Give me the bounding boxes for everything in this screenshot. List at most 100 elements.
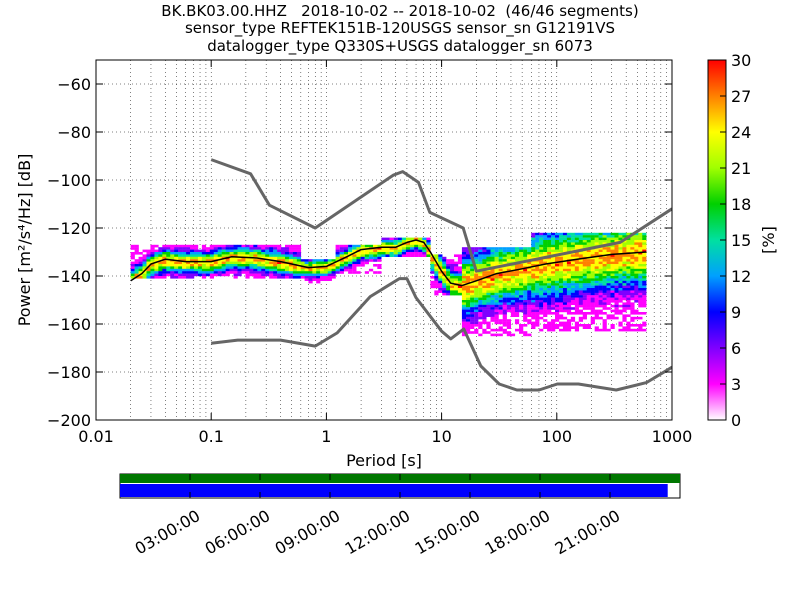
colorbar-tick-label: 27 [731,87,751,106]
density-cell [590,235,595,238]
density-cell [360,254,365,257]
density-cell [566,237,572,241]
density-cell [190,271,195,274]
noise-model-lines [130,158,672,392]
density-cell [598,297,603,301]
density-cell [389,240,394,243]
density-cell [414,252,419,255]
density-cell [146,252,151,255]
density-cell [197,261,203,265]
density-cell [558,232,564,236]
density-cell [555,312,560,315]
density-cell [622,288,627,291]
density-cell [586,268,591,272]
density-cell [249,266,254,269]
density-cell [555,302,560,305]
density-cell [373,244,378,248]
density-cell [638,273,643,277]
density-cell [174,261,179,265]
density-cell [543,297,548,301]
density-cell [630,244,635,248]
density-cell [570,290,576,293]
density-cell [233,249,238,253]
density-cell [308,261,313,265]
density-cell [535,324,540,327]
density-cell [466,268,471,272]
density-cell [630,266,635,269]
density-cell [253,271,258,274]
density-cell [562,295,568,298]
density-cell [229,264,234,267]
density-cell [320,271,325,274]
density-cell [178,252,183,255]
density-cell [190,254,195,257]
density-cell [519,278,524,281]
density-cell [308,273,313,277]
density-cell [233,271,238,274]
density-cell [510,259,516,262]
density-cell [461,321,467,325]
density-cell [486,273,491,277]
density-cell [486,264,491,267]
density-cell [414,254,419,257]
density-cell [570,312,576,315]
density-cell [323,264,329,267]
density-cell [614,302,619,305]
density-cell [284,273,290,277]
density-cell [594,316,599,320]
density-cell [273,252,278,255]
density-cell [498,283,503,286]
density-cell [397,237,402,241]
density-cell [312,261,317,265]
density-cell [186,273,191,277]
density-cell [281,247,286,250]
density-cell [265,266,270,269]
density-cell [527,309,532,313]
density-cell [519,249,524,253]
density-cell [486,304,491,308]
density-cell [634,295,639,298]
density-cell [217,254,222,257]
density-cell [535,271,540,274]
density-cell [634,256,639,260]
density-cell [368,256,374,260]
density-cell [502,276,507,279]
density-cell [562,276,568,279]
density-cell [178,244,183,248]
density-cell [138,268,143,272]
density-cell [570,285,576,289]
density-cell [257,273,262,277]
density-cell [190,247,195,250]
density-cell [543,292,548,296]
density-cell [531,288,536,291]
density-cell [574,244,580,248]
density-cell [466,324,471,327]
density-cell [558,237,564,241]
density-cell [438,288,443,291]
density-cell [614,249,619,253]
density-cell [598,249,603,253]
density-cell [450,271,455,274]
density-cell [146,256,151,260]
density-cell [410,237,415,241]
density-cell [547,237,552,241]
density-cell [150,252,155,255]
density-cell [558,314,564,317]
density-cell [510,276,516,279]
density-cell [490,264,495,267]
density-cell [335,247,340,250]
density-cell [498,290,503,293]
density-cell [320,264,325,267]
density-cell [486,283,491,286]
density-cell [343,254,349,257]
density-cell [642,276,647,279]
density-cell [205,247,211,250]
density-cell [490,259,495,262]
density-cell [217,252,222,255]
density-cell [352,268,357,272]
density-cell [474,314,479,317]
density-cell [281,276,286,279]
density-cell [590,240,595,243]
density-cell [304,271,309,274]
density-cell [574,283,580,286]
